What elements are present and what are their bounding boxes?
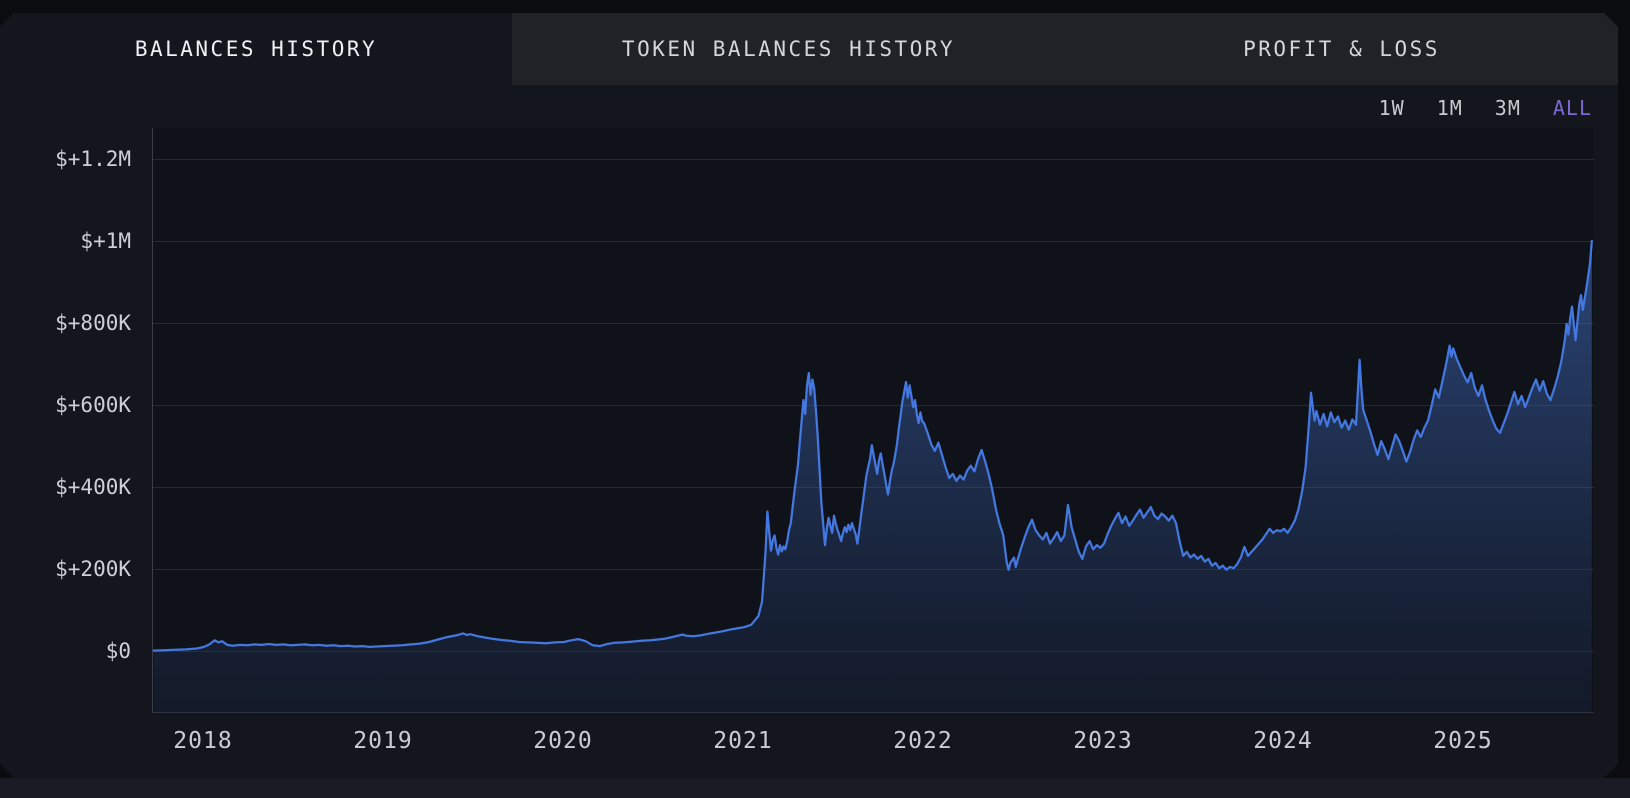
gridline-1200000 — [153, 159, 1594, 160]
balance-area-chart-svg — [153, 239, 1593, 712]
time-range-selector: 1W 1M 3M ALL — [0, 85, 1618, 130]
range-button-3m[interactable]: 3M — [1494, 95, 1521, 120]
tab-token-balances-history[interactable]: TOKEN BALANCES HISTORY — [621, 37, 956, 61]
y-axis-label-1200000: $+1.2M — [55, 147, 131, 171]
range-button-1w[interactable]: 1W — [1378, 95, 1405, 120]
y-axis-label-1000000: $+1M — [80, 229, 131, 253]
balance-history-chart[interactable] — [152, 128, 1594, 713]
y-axis-label-400000: $+400K — [55, 475, 131, 499]
gridline-1000000 — [153, 241, 1594, 242]
range-button-all[interactable]: ALL — [1552, 95, 1592, 120]
x-axis-label-2021: 2021 — [713, 728, 773, 754]
gridline-600000 — [153, 405, 1594, 406]
chart-area-fill — [153, 241, 1592, 712]
balances-card: BALANCES HISTORY TOKEN BALANCES HISTORY PR… — [0, 13, 1618, 778]
range-button-1m[interactable]: 1M — [1436, 95, 1463, 120]
x-axis-label-2024: 2024 — [1253, 728, 1313, 754]
tab-profit-loss[interactable]: PROFIT & LOSS — [1243, 37, 1440, 61]
x-axis-label-2020: 2020 — [533, 728, 593, 754]
page-background-strip — [0, 778, 1630, 798]
x-axis-label-2025: 2025 — [1433, 728, 1493, 754]
tab-bar: BALANCES HISTORY TOKEN BALANCES HISTORY PR… — [0, 13, 1618, 85]
y-axis-label-800000: $+800K — [55, 311, 131, 335]
x-axis-label-2023: 2023 — [1073, 728, 1133, 754]
y-axis-label-600000: $+600K — [55, 393, 131, 417]
chart-line — [153, 239, 1593, 652]
x-axis-label-2022: 2022 — [893, 728, 953, 754]
y-axis-label-200000: $+200K — [55, 557, 131, 581]
y-axis-label-0: $0 — [105, 639, 131, 663]
gridline-800000 — [153, 323, 1594, 324]
x-axis-label-2018: 2018 — [173, 728, 233, 754]
x-axis-label-2019: 2019 — [353, 728, 413, 754]
tab-balances-history[interactable]: BALANCES HISTORY — [0, 13, 512, 85]
